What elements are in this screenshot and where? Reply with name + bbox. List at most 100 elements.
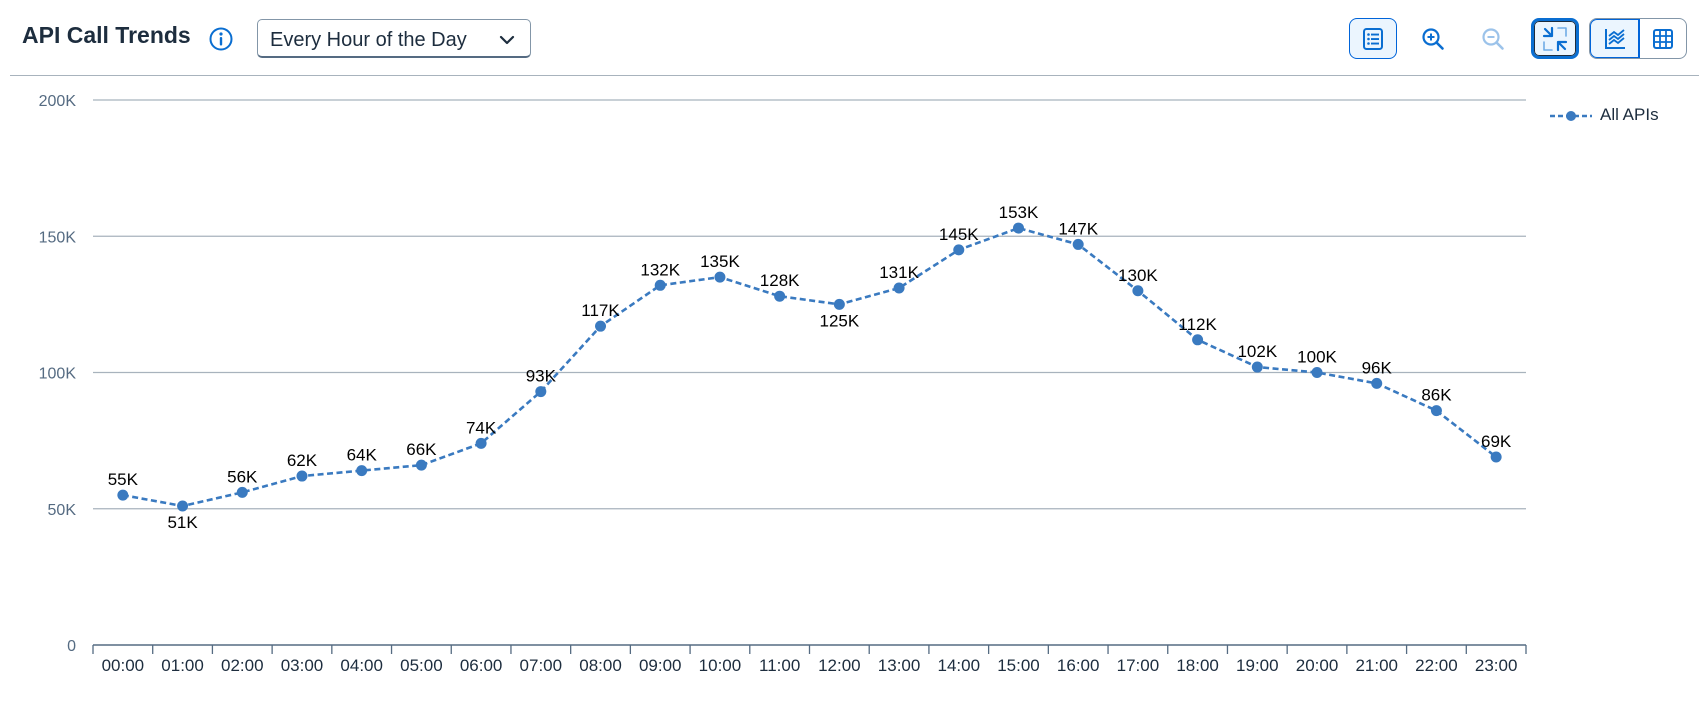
data-point bbox=[535, 386, 547, 398]
data-label: 135K bbox=[700, 252, 740, 271]
chevron-down-icon bbox=[499, 35, 515, 45]
chart-title: API Call Trends bbox=[22, 22, 191, 48]
data-point bbox=[1371, 377, 1383, 389]
data-point bbox=[1311, 367, 1323, 378]
x-tick-label: 01:00 bbox=[161, 656, 204, 675]
series-line bbox=[122, 226, 1497, 508]
data-point bbox=[1430, 405, 1442, 417]
data-point bbox=[296, 470, 308, 482]
x-tick-label: 05:00 bbox=[400, 656, 443, 675]
x-tick-label: 00:00 bbox=[102, 656, 145, 675]
legend-label: All APIs bbox=[1600, 105, 1659, 124]
x-tick-label: 10:00 bbox=[699, 656, 742, 675]
view-toggle bbox=[1589, 18, 1687, 59]
data-label: 102K bbox=[1237, 342, 1277, 361]
x-tick-label: 16:00 bbox=[1057, 656, 1100, 675]
data-point bbox=[774, 290, 786, 302]
x-tick-label: 11:00 bbox=[759, 656, 800, 675]
data-label: 51K bbox=[167, 513, 198, 532]
header-divider bbox=[10, 75, 1699, 76]
data-point bbox=[654, 279, 666, 291]
exit-full-screen-button[interactable] bbox=[1531, 18, 1579, 59]
x-tick-label: 12:00 bbox=[818, 656, 861, 675]
x-tick-label: 13:00 bbox=[878, 656, 921, 675]
data-label: 56K bbox=[227, 467, 258, 486]
line-chart-icon bbox=[1604, 28, 1625, 49]
data-label: 64K bbox=[347, 446, 378, 465]
granularity-select[interactable]: Every Hour of the Day bbox=[257, 19, 531, 58]
data-point bbox=[833, 298, 845, 310]
data-label: 100K bbox=[1297, 348, 1337, 367]
x-tick-label: 06:00 bbox=[460, 656, 503, 675]
data-label: 153K bbox=[999, 203, 1039, 222]
x-tick-label: 23:00 bbox=[1475, 656, 1518, 675]
y-tick-label: 200K bbox=[39, 93, 77, 110]
data-label: 125K bbox=[820, 311, 860, 330]
data-point bbox=[714, 271, 726, 283]
data-point bbox=[475, 437, 487, 449]
data-label: 147K bbox=[1058, 219, 1098, 238]
list-details-icon bbox=[1363, 27, 1383, 50]
x-tick-label: 19:00 bbox=[1236, 656, 1279, 675]
y-tick-label: 150K bbox=[39, 229, 77, 246]
data-point bbox=[1132, 285, 1144, 297]
x-tick-label: 22:00 bbox=[1415, 656, 1458, 675]
x-tick-label: 08:00 bbox=[579, 656, 622, 675]
exit-full-screen-icon bbox=[1542, 26, 1568, 51]
data-point bbox=[1490, 451, 1502, 463]
data-point bbox=[117, 489, 129, 501]
x-tick-label: 02:00 bbox=[221, 656, 264, 675]
x-tick-label: 20:00 bbox=[1296, 656, 1339, 675]
data-label: 145K bbox=[939, 225, 979, 244]
y-tick-label: 100K bbox=[39, 366, 77, 383]
data-point bbox=[1192, 334, 1204, 346]
data-point bbox=[953, 244, 965, 256]
data-label: 131K bbox=[879, 263, 919, 282]
data-point bbox=[595, 320, 607, 332]
data-point bbox=[893, 282, 905, 294]
x-tick-label: 17:00 bbox=[1117, 656, 1160, 675]
data-label: 132K bbox=[640, 260, 680, 279]
x-tick-label: 15:00 bbox=[997, 656, 1040, 675]
zoom-out-button[interactable] bbox=[1469, 18, 1517, 59]
data-point bbox=[177, 500, 189, 512]
data-label: 74K bbox=[466, 418, 497, 437]
data-point bbox=[1012, 222, 1024, 234]
data-label: 86K bbox=[1421, 386, 1452, 405]
data-label: 128K bbox=[760, 271, 800, 290]
x-tick-label: 09:00 bbox=[639, 656, 682, 675]
table-view-button[interactable] bbox=[1639, 19, 1686, 58]
x-tick-label: 03:00 bbox=[281, 656, 324, 675]
table-icon bbox=[1652, 28, 1673, 49]
data-point bbox=[236, 486, 248, 498]
x-tick-label: 04:00 bbox=[340, 656, 383, 675]
data-point bbox=[1072, 238, 1084, 250]
data-label: 96K bbox=[1362, 358, 1393, 377]
data-label: 112K bbox=[1178, 315, 1217, 334]
data-label: 62K bbox=[287, 451, 318, 470]
zoom-in-icon bbox=[1422, 27, 1444, 50]
data-label: 55K bbox=[108, 470, 139, 489]
x-tick-label: 18:00 bbox=[1176, 656, 1219, 675]
data-label: 69K bbox=[1481, 432, 1512, 451]
info-icon[interactable] bbox=[208, 26, 234, 52]
data-label: 130K bbox=[1118, 266, 1158, 285]
data-label: 93K bbox=[526, 367, 557, 386]
chart-view-button[interactable] bbox=[1590, 19, 1640, 58]
zoom-in-button[interactable] bbox=[1409, 18, 1457, 59]
line-chart: 0 50K 100K 150K 200K 00:00 01:00 02:00 03:00 04:0… bbox=[39, 93, 1527, 675]
data-point bbox=[1251, 361, 1263, 373]
y-tick-label: 50K bbox=[48, 502, 77, 519]
data-label: 66K bbox=[406, 440, 437, 459]
data-label: 117K bbox=[581, 301, 620, 320]
chart-header: API Call Trends Every Hour of the Day bbox=[0, 0, 1699, 76]
y-tick-label: 0 bbox=[67, 638, 76, 655]
legend-marker bbox=[1550, 111, 1592, 121]
granularity-select-value: Every Hour of the Day bbox=[270, 29, 467, 51]
data-point bbox=[415, 459, 427, 471]
zoom-out-icon bbox=[1482, 27, 1504, 50]
data-point bbox=[356, 465, 368, 477]
x-tick-label: 14:00 bbox=[937, 656, 980, 675]
x-tick-label: 21:00 bbox=[1355, 656, 1398, 675]
details-list-button[interactable] bbox=[1349, 18, 1397, 59]
